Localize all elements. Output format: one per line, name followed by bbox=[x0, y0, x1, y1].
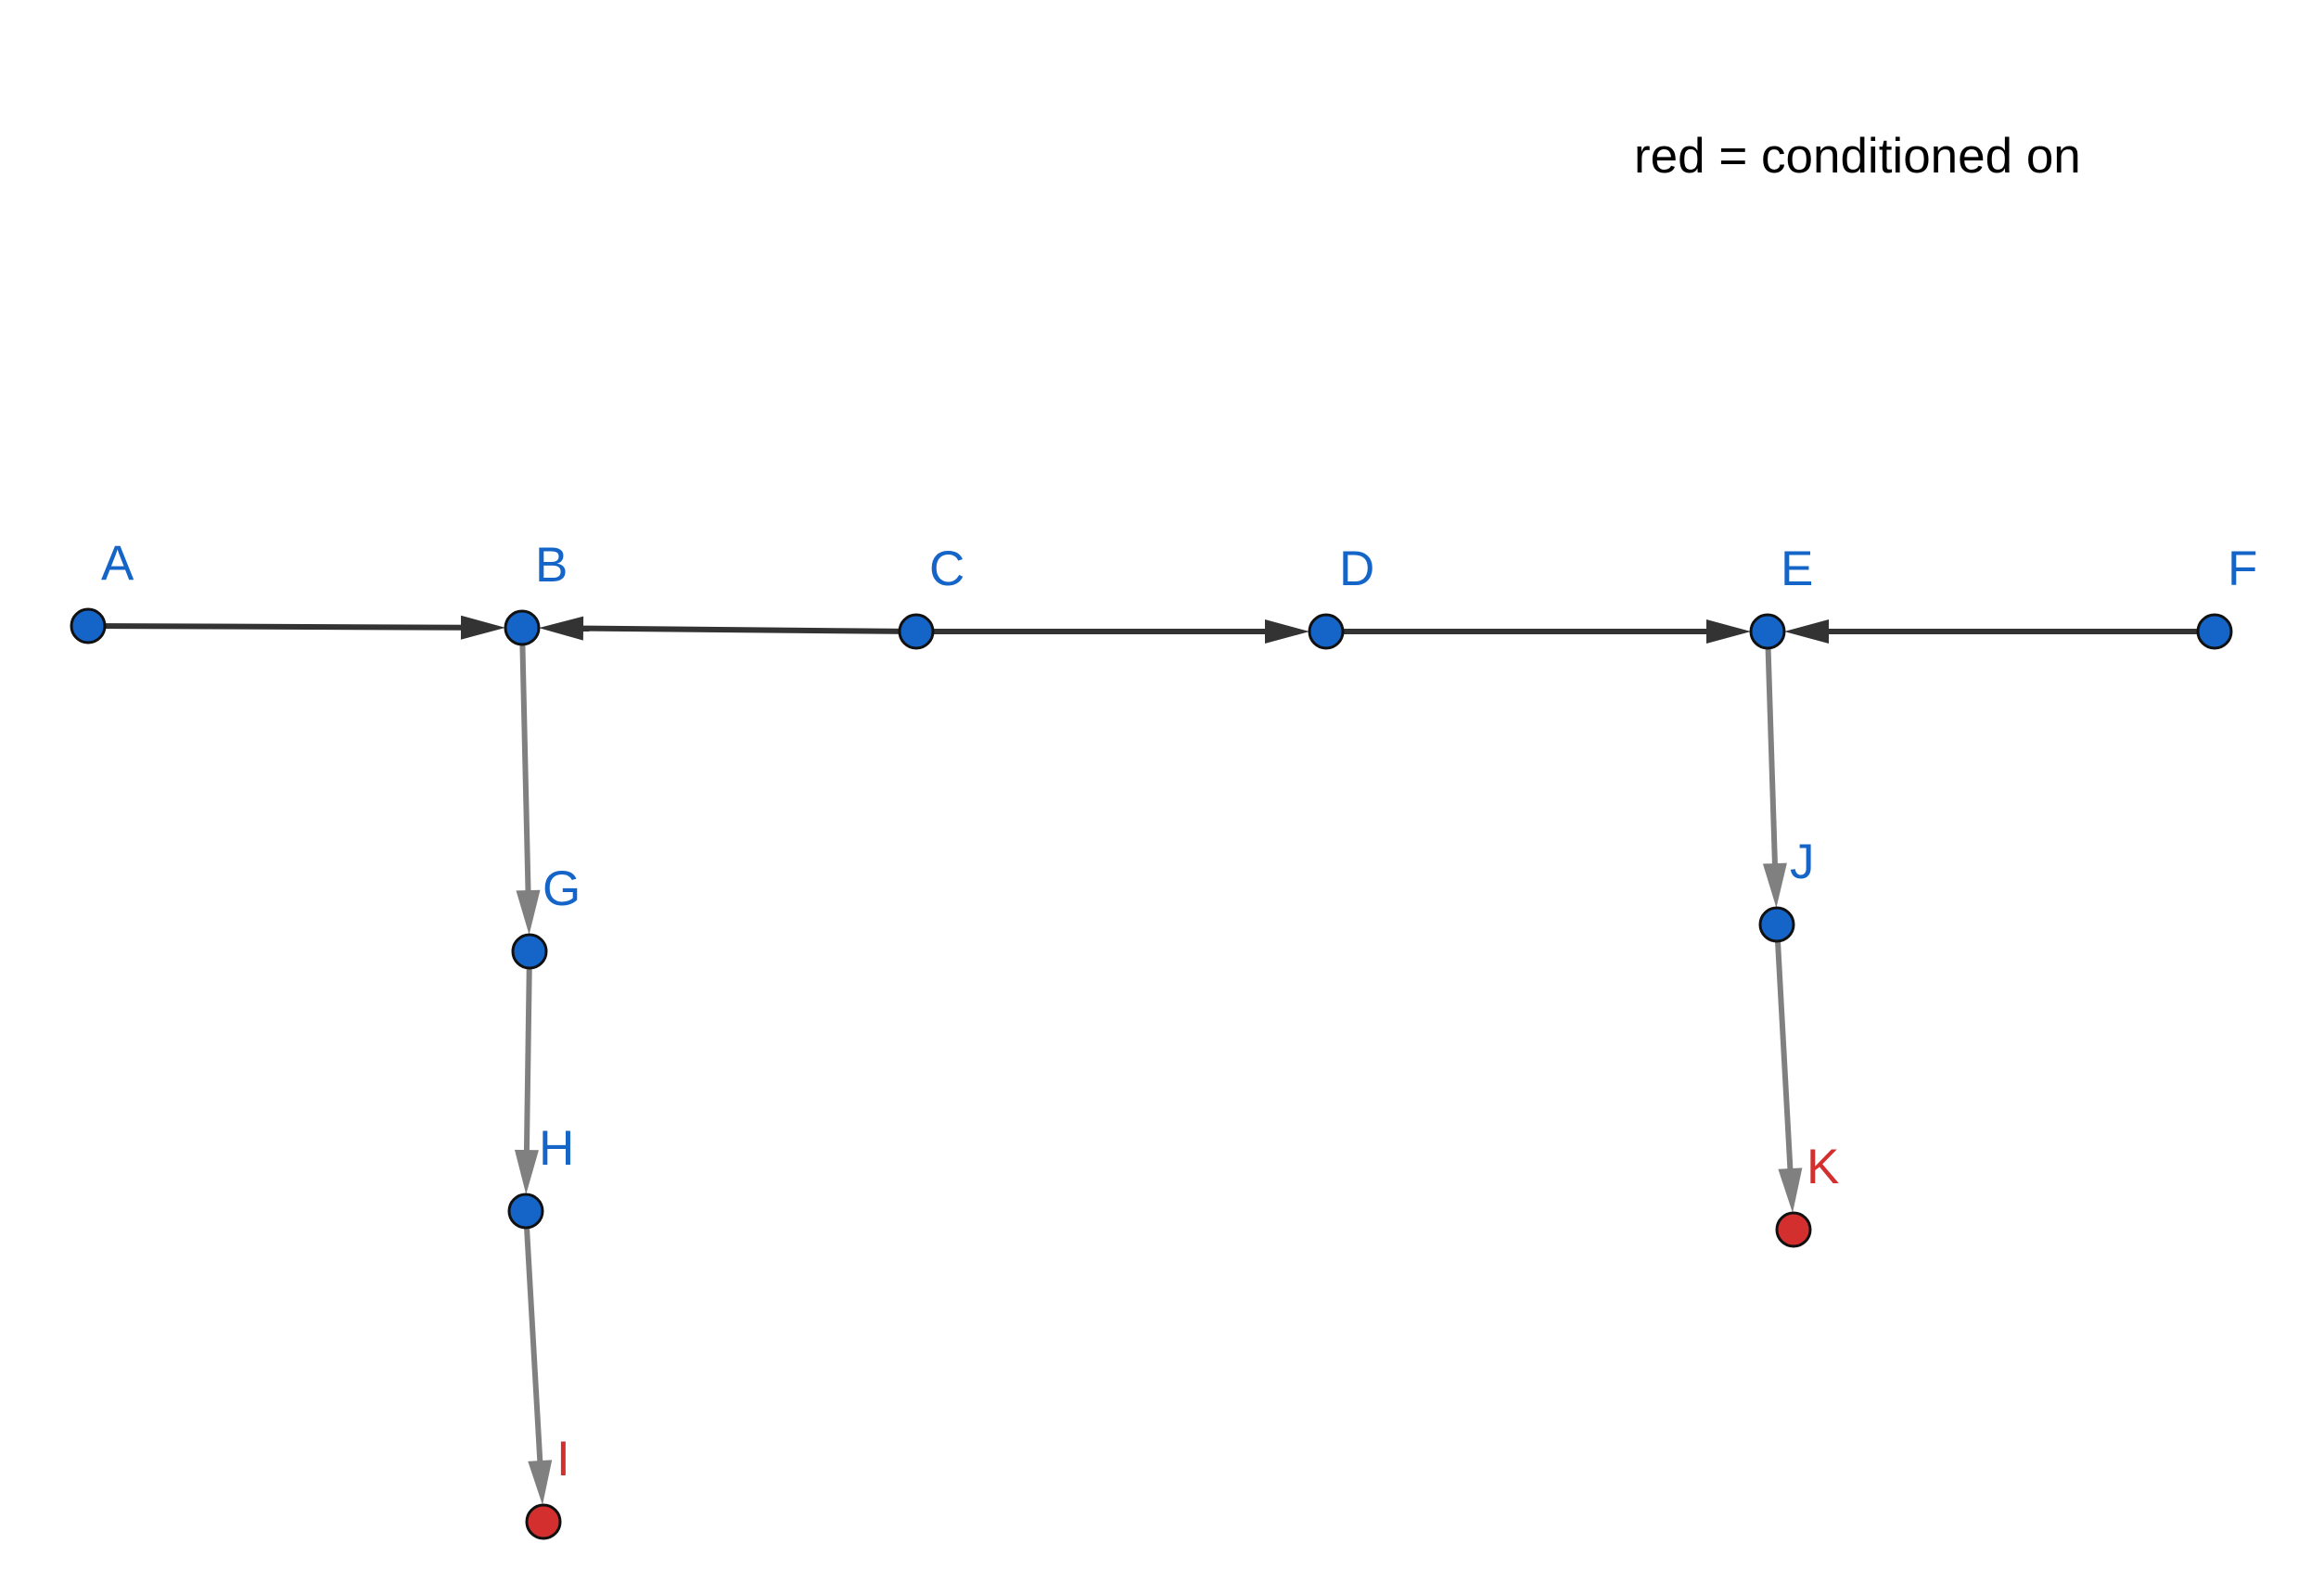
node-label-g: G bbox=[543, 861, 581, 916]
edge-line bbox=[523, 950, 532, 1155]
node-label-k: K bbox=[1807, 1140, 1839, 1194]
node-i bbox=[525, 1503, 562, 1540]
node-d bbox=[1308, 613, 1345, 650]
edge-j-k bbox=[1774, 924, 1803, 1214]
node-label-j: J bbox=[1790, 835, 1815, 889]
arrowhead bbox=[514, 1149, 539, 1195]
arrowhead bbox=[516, 889, 541, 936]
edge-line bbox=[1765, 631, 1779, 868]
node-label-e: E bbox=[1781, 542, 1813, 596]
edge-g-h bbox=[514, 950, 539, 1195]
arrowhead bbox=[1778, 1167, 1803, 1214]
node-label-a: A bbox=[101, 536, 134, 591]
node-g bbox=[511, 933, 548, 970]
arrowhead bbox=[460, 615, 506, 640]
node-c bbox=[898, 613, 935, 650]
node-h bbox=[507, 1193, 544, 1230]
edge-h-i bbox=[523, 1210, 553, 1506]
edge-a-b bbox=[87, 615, 506, 640]
edge-line bbox=[519, 627, 531, 895]
node-label-b: B bbox=[535, 538, 568, 593]
arrowhead bbox=[1762, 862, 1787, 909]
node-label-d: D bbox=[1339, 542, 1374, 596]
edge-line bbox=[1774, 924, 1794, 1173]
edge-e-j bbox=[1762, 631, 1787, 909]
node-label-h: H bbox=[539, 1121, 574, 1176]
edge-c-b bbox=[538, 616, 917, 641]
edge-line bbox=[523, 1210, 543, 1465]
node-b bbox=[504, 609, 541, 646]
edge-line bbox=[579, 625, 917, 634]
arrowhead bbox=[528, 1460, 553, 1506]
edge-line bbox=[87, 623, 466, 631]
node-a bbox=[70, 607, 107, 644]
labels-layer: A B C D E F G H I J K bbox=[101, 536, 2257, 1486]
node-label-c: C bbox=[929, 542, 964, 596]
node-k bbox=[1775, 1211, 1812, 1248]
node-e bbox=[1749, 613, 1786, 650]
arrowhead bbox=[538, 616, 584, 641]
node-label-i: I bbox=[556, 1432, 570, 1486]
edges-layer bbox=[87, 615, 2215, 1506]
nodes-layer bbox=[70, 607, 2233, 1540]
edge-b-g bbox=[516, 627, 541, 936]
arrowhead bbox=[1784, 619, 1829, 644]
edge-f-e bbox=[1784, 619, 2215, 644]
node-f bbox=[2196, 613, 2233, 650]
node-label-f: F bbox=[2228, 542, 2257, 596]
arrowhead bbox=[1706, 619, 1751, 644]
arrowhead bbox=[1265, 619, 1309, 644]
node-j bbox=[1758, 906, 1795, 943]
edge-d-e bbox=[1326, 619, 1751, 644]
edge-c-d bbox=[916, 619, 1309, 644]
legend-text: red = conditioned on bbox=[1634, 129, 2081, 184]
